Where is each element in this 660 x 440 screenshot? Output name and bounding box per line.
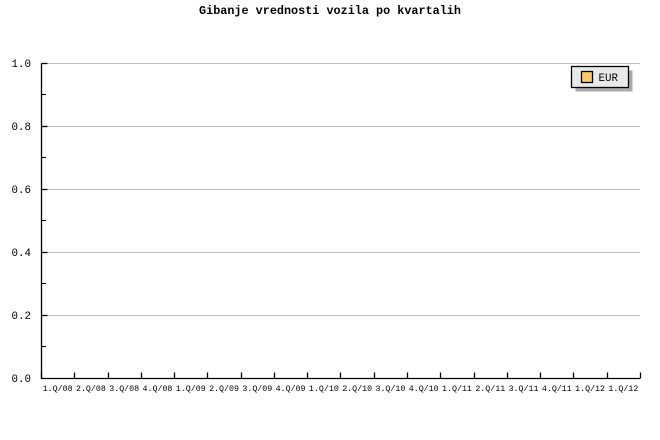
svg-text:0.2: 0.2: [12, 311, 31, 323]
svg-text:4.Q/11: 4.Q/11: [542, 384, 572, 394]
svg-text:1.Q/12: 1.Q/12: [575, 384, 605, 394]
svg-text:0.6: 0.6: [12, 185, 31, 197]
svg-text:0.0: 0.0: [12, 374, 31, 386]
svg-text:1.Q/10: 1.Q/10: [309, 384, 339, 394]
svg-text:1.Q/09: 1.Q/09: [176, 384, 206, 394]
svg-text:3.Q/09: 3.Q/09: [242, 384, 272, 394]
svg-text:3.Q/10: 3.Q/10: [375, 384, 405, 394]
svg-text:2.Q/11: 2.Q/11: [475, 384, 505, 394]
svg-text:0.4: 0.4: [12, 248, 31, 260]
svg-text:1.Q/12: 1.Q/12: [608, 384, 638, 394]
svg-text:3.Q/11: 3.Q/11: [509, 384, 539, 394]
svg-text:1.0: 1.0: [12, 59, 31, 71]
svg-text:EUR: EUR: [599, 73, 619, 85]
svg-text:4.Q/08: 4.Q/08: [143, 384, 173, 394]
svg-text:2.Q/10: 2.Q/10: [342, 384, 372, 394]
svg-text:1.Q/08: 1.Q/08: [43, 384, 73, 394]
svg-text:1.Q/11: 1.Q/11: [442, 384, 472, 394]
svg-text:2.Q/09: 2.Q/09: [209, 384, 239, 394]
svg-text:3.Q/08: 3.Q/08: [109, 384, 139, 394]
svg-text:4.Q/10: 4.Q/10: [409, 384, 439, 394]
svg-text:2.Q/08: 2.Q/08: [76, 384, 106, 394]
svg-text:4.Q/09: 4.Q/09: [276, 384, 306, 394]
svg-text:0.8: 0.8: [12, 122, 31, 134]
